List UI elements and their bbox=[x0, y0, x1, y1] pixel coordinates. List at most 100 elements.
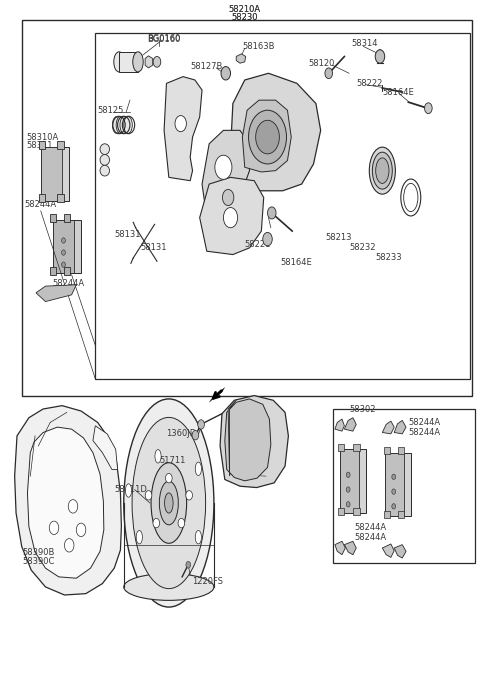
Text: 58222: 58222 bbox=[356, 79, 383, 88]
Polygon shape bbox=[39, 194, 46, 202]
Circle shape bbox=[221, 66, 230, 80]
Circle shape bbox=[249, 110, 287, 164]
Polygon shape bbox=[384, 511, 390, 519]
Polygon shape bbox=[353, 444, 360, 452]
Ellipse shape bbox=[195, 462, 202, 475]
Polygon shape bbox=[236, 53, 246, 63]
Text: 58244A: 58244A bbox=[53, 279, 84, 288]
Ellipse shape bbox=[376, 158, 389, 183]
Polygon shape bbox=[344, 418, 356, 431]
Bar bbox=[333, 409, 475, 563]
Polygon shape bbox=[383, 544, 394, 557]
Text: 58120: 58120 bbox=[309, 59, 335, 68]
Text: 58244A: 58244A bbox=[24, 200, 57, 209]
Text: 58131: 58131 bbox=[114, 230, 141, 239]
Polygon shape bbox=[242, 100, 291, 172]
Polygon shape bbox=[202, 131, 250, 217]
Bar bbox=[53, 220, 81, 273]
Text: 58302: 58302 bbox=[349, 405, 376, 414]
Circle shape bbox=[256, 121, 279, 154]
Ellipse shape bbox=[124, 116, 132, 133]
Polygon shape bbox=[50, 267, 56, 275]
Polygon shape bbox=[36, 285, 76, 301]
Ellipse shape bbox=[124, 399, 214, 607]
Circle shape bbox=[68, 500, 78, 513]
Polygon shape bbox=[145, 56, 153, 68]
Polygon shape bbox=[39, 141, 46, 149]
Text: BG0160: BG0160 bbox=[147, 35, 181, 44]
Polygon shape bbox=[57, 194, 64, 202]
Ellipse shape bbox=[133, 52, 143, 72]
Polygon shape bbox=[230, 73, 321, 191]
Text: 58230: 58230 bbox=[231, 13, 258, 22]
Ellipse shape bbox=[372, 152, 392, 189]
Polygon shape bbox=[397, 447, 404, 454]
Bar bbox=[22, 20, 472, 395]
Text: BG0160: BG0160 bbox=[147, 34, 181, 43]
Circle shape bbox=[215, 155, 232, 179]
Text: 1360JD: 1360JD bbox=[167, 429, 197, 438]
Bar bbox=[119, 52, 138, 72]
Ellipse shape bbox=[159, 481, 179, 525]
Polygon shape bbox=[93, 426, 118, 469]
Text: 58230: 58230 bbox=[231, 13, 258, 22]
Text: 58310A: 58310A bbox=[26, 133, 59, 141]
Circle shape bbox=[392, 489, 396, 494]
Polygon shape bbox=[57, 141, 64, 149]
Circle shape bbox=[64, 539, 74, 552]
Circle shape bbox=[375, 50, 384, 63]
Circle shape bbox=[186, 491, 192, 500]
Bar bbox=[41, 147, 69, 201]
Polygon shape bbox=[64, 215, 70, 221]
Text: 58390B: 58390B bbox=[23, 548, 55, 556]
Polygon shape bbox=[335, 419, 344, 431]
Bar bbox=[53, 220, 74, 273]
Ellipse shape bbox=[116, 116, 125, 133]
Ellipse shape bbox=[114, 52, 124, 72]
Text: 58164E: 58164E bbox=[383, 87, 414, 97]
Polygon shape bbox=[338, 444, 344, 452]
Circle shape bbox=[346, 472, 350, 477]
Polygon shape bbox=[200, 177, 264, 255]
Polygon shape bbox=[397, 511, 404, 519]
Ellipse shape bbox=[100, 154, 109, 165]
Text: 58125: 58125 bbox=[97, 106, 124, 114]
Ellipse shape bbox=[136, 531, 143, 544]
Bar bbox=[340, 450, 359, 513]
Circle shape bbox=[192, 431, 199, 440]
Text: 58311: 58311 bbox=[26, 141, 53, 150]
Text: 1220FS: 1220FS bbox=[192, 577, 223, 586]
Text: 58213: 58213 bbox=[325, 234, 352, 242]
Polygon shape bbox=[335, 542, 345, 554]
Text: 58411D: 58411D bbox=[114, 485, 147, 494]
Ellipse shape bbox=[120, 116, 129, 133]
Circle shape bbox=[49, 521, 59, 535]
Polygon shape bbox=[344, 542, 356, 554]
Text: 58232: 58232 bbox=[349, 243, 376, 253]
Ellipse shape bbox=[151, 462, 187, 543]
Ellipse shape bbox=[100, 165, 109, 176]
Text: 58233: 58233 bbox=[375, 253, 402, 263]
Ellipse shape bbox=[132, 418, 205, 588]
Circle shape bbox=[346, 487, 350, 492]
Text: 58314: 58314 bbox=[351, 39, 378, 47]
Text: 58131: 58131 bbox=[140, 243, 167, 253]
Circle shape bbox=[153, 56, 161, 67]
Circle shape bbox=[61, 250, 65, 255]
Ellipse shape bbox=[124, 573, 214, 600]
Text: 58244A: 58244A bbox=[408, 428, 441, 437]
Text: 58390C: 58390C bbox=[23, 557, 55, 566]
Polygon shape bbox=[64, 267, 70, 275]
Text: 58210A: 58210A bbox=[228, 5, 261, 14]
Polygon shape bbox=[394, 544, 406, 558]
Bar bbox=[96, 33, 470, 379]
Ellipse shape bbox=[112, 116, 121, 133]
Polygon shape bbox=[338, 508, 344, 515]
Bar bbox=[384, 453, 411, 517]
Bar bbox=[340, 450, 366, 513]
Ellipse shape bbox=[155, 450, 161, 463]
Polygon shape bbox=[220, 395, 288, 487]
Circle shape bbox=[166, 473, 172, 483]
Ellipse shape bbox=[195, 531, 202, 544]
Ellipse shape bbox=[100, 144, 109, 154]
